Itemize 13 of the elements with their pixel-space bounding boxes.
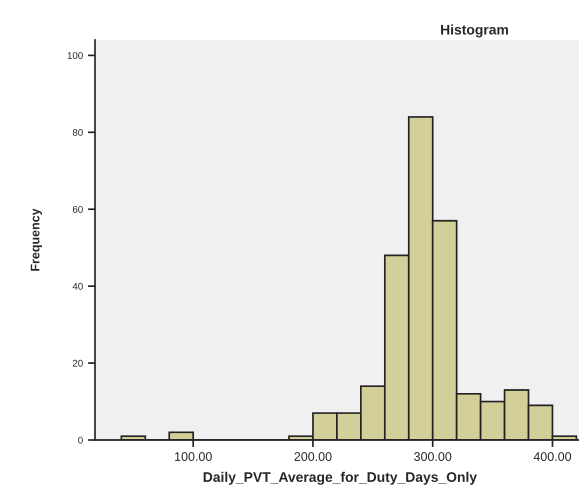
x-tick-label: 300.00	[414, 452, 452, 461]
y-tick-label: 40	[72, 282, 83, 290]
x-axis-title: Daily_PVT_Average_for_Duty_Days_Only	[204, 472, 477, 485]
y-tick-label: 20	[72, 360, 83, 367]
y-tick-label: 60	[72, 206, 83, 213]
x-tick-label: 400.00	[534, 452, 572, 461]
x-tick-label: 200.00	[294, 452, 332, 461]
y-tick-label: 0	[78, 436, 83, 444]
x-tick-label: 100.00	[175, 452, 212, 461]
chart-title: Histogram	[441, 24, 508, 38]
y-tick-label: 100	[68, 52, 83, 60]
y-axis-title: Frequency	[30, 208, 42, 271]
y-tick-label: 80	[72, 129, 83, 136]
